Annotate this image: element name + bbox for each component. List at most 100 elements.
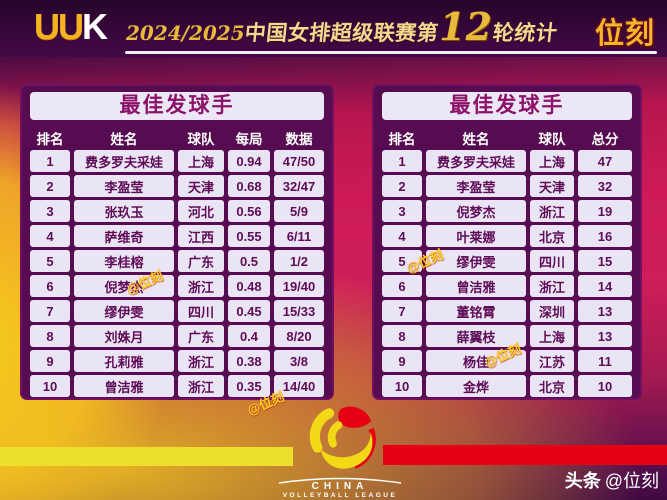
league-name-en: CHINA [311, 481, 369, 492]
table-row: 8 刘姝月 广东 0.4 8/20 [30, 325, 324, 347]
table-cell: 19/40 [274, 275, 324, 297]
table-cell: 5 [382, 250, 422, 272]
table-cell: 缪伊雯 [74, 300, 174, 322]
table-cell: 浙江 [178, 275, 224, 297]
table-header-row: 排名 姓名 球队 每局 数据 [30, 125, 324, 150]
table-row: 9 孔莉雅 浙江 0.38 3/8 [30, 350, 324, 372]
table-cell: 0.5 [228, 250, 270, 272]
table-title: 最佳发球手 [382, 92, 632, 120]
logo-arc-line [278, 477, 402, 484]
table-cell: 8 [30, 325, 70, 347]
credit-line: 头条 @位刻 [565, 467, 659, 493]
table-cell: 费多罗夫采娃 [426, 150, 526, 172]
table-row: 7 董铭霄 深圳 13 [382, 300, 632, 322]
column-header: 姓名 [110, 131, 138, 147]
table-cell: 四川 [178, 300, 224, 322]
banner-title: 2024/2025 中国女排超级联赛第 12 轮统计 [126, 8, 559, 47]
uuk-logo: UUK [34, 6, 108, 48]
table-cell: 32 [578, 175, 632, 197]
table-cell: 6 [30, 275, 70, 297]
table-cell: 四川 [530, 250, 574, 272]
table-cell: 0.55 [228, 225, 270, 247]
column-header: 数据 [285, 131, 313, 147]
table-cell: 14 [578, 275, 632, 297]
table-cell: 0.45 [228, 300, 270, 322]
table-cell: 1 [30, 150, 70, 172]
table-cell: 10 [30, 375, 70, 397]
table-cell: 0.56 [228, 200, 270, 222]
table-cell: 3 [382, 200, 422, 222]
table-body: 1 费多罗夫采娃 上海 47 2 李盈莹 天津 32 3 倪梦杰 浙江 19 4 叶莱娜 北京 16 5 缪伊雯四… [382, 150, 632, 397]
table-cell: 浙江 [178, 350, 224, 372]
table-row: 10 金烨 北京 10 [382, 375, 632, 397]
table-row: 4 萨维奇 江西 0.55 6/11 [30, 225, 324, 247]
column-header: 排名 [388, 131, 416, 147]
table-cell: 9 [30, 350, 70, 372]
table-row: 5 缪伊雯 四川 15 [382, 250, 632, 272]
table-cell: 深圳 [530, 300, 574, 322]
table-cell: 3 [30, 200, 70, 222]
table-cell: 0.48 [228, 275, 270, 297]
table-cell: 天津 [178, 175, 224, 197]
table-cell: 李盈莹 [74, 175, 174, 197]
table-row: 1 费多罗夫采娃 上海 0.94 47/50 [30, 150, 324, 172]
table-row: 7 缪伊雯 四川 0.45 15/33 [30, 300, 324, 322]
table-cell: 16 [578, 225, 632, 247]
table-cell: 2 [30, 175, 70, 197]
column-header: 排名 [36, 131, 64, 147]
table-title: 最佳发球手 [30, 92, 324, 120]
table-row: 2 李盈莹 天津 0.68 32/47 [30, 175, 324, 197]
table-cell: 李盈莹 [426, 175, 526, 197]
credit-platform: 头条 [564, 471, 601, 491]
banner-underline [125, 51, 657, 54]
table-cell: 3/8 [274, 350, 324, 372]
table-cell: 杨佳 [426, 350, 526, 372]
table-row: 8 薛翼枝 上海 13 [382, 325, 632, 347]
table-cell: 费多罗夫采娃 [74, 150, 174, 172]
table-cell: 15/33 [274, 300, 324, 322]
table-cell: 7 [382, 300, 422, 322]
table-cell: 广东 [178, 250, 224, 272]
table-cell: 上海 [178, 150, 224, 172]
table-body: 1 费多罗夫采娃 上海 0.94 47/50 2 李盈莹 天津 0.68 32/47 3 张玖玉 河北 0… [30, 150, 324, 397]
table-cell: 曾洁雅 [426, 275, 526, 297]
table-cell: 4 [382, 225, 422, 247]
column-header: 球队 [187, 131, 215, 147]
table-cell: 8 [382, 325, 422, 347]
table-row: 3 倪梦杰 浙江 19 [382, 200, 632, 222]
table-best-servers-per-set: 最佳发球手 排名 姓名 球队 每局 数据 1 费多罗夫采娃 上海 0.94 47/50 2 李盈莹天… [20, 84, 334, 400]
table-cell: 曾洁雅 [74, 375, 174, 397]
table-cell: 6 [382, 275, 422, 297]
column-header: 姓名 [462, 131, 490, 147]
volleyball-logo [309, 406, 376, 469]
table-cell: 15 [578, 250, 632, 272]
season-label: 2024/2025 [126, 21, 245, 45]
table-cell: 0.35 [228, 375, 270, 397]
table-cell: 11 [578, 350, 632, 372]
table-cell: 9 [382, 350, 422, 372]
table-best-servers-total: 最佳发球手 排名 姓名 球队 总分 1 费多罗夫采娃 上海 47 2 李盈莹 天津 32 3 倪梦杰 浙江… [372, 84, 642, 400]
column-header: 总分 [591, 131, 619, 147]
table-cell: 5 [30, 250, 70, 272]
table-cell: 倪梦杰 [74, 275, 174, 297]
table-cell: 1 [382, 150, 422, 172]
table-cell: 上海 [530, 325, 574, 347]
table-cell: 萨维奇 [74, 225, 174, 247]
table-cell: 32/47 [274, 175, 324, 197]
table-cell: 8/20 [274, 325, 324, 347]
logo-yellow-bar [0, 447, 293, 466]
logo-red-bar [383, 445, 667, 465]
uuk-logo-k: K [82, 6, 108, 47]
table-cell: 孔莉雅 [74, 350, 174, 372]
table-header-row: 排名 姓名 球队 总分 [382, 125, 632, 150]
table-cell: 董铭霄 [426, 300, 526, 322]
table-cell: 1/2 [274, 250, 324, 272]
table-cell: 6/11 [274, 225, 324, 247]
column-header: 球队 [538, 131, 566, 147]
table-cell: 河北 [178, 200, 224, 222]
top-banner: UUK 2024/2025 中国女排超级联赛第 12 轮统计 位刻 [0, 0, 667, 57]
table-cell: 金烨 [426, 375, 526, 397]
table-cell: 张玖玉 [74, 200, 174, 222]
table-cell: 薛翼枝 [426, 325, 526, 347]
table-cell: 0.94 [228, 150, 270, 172]
